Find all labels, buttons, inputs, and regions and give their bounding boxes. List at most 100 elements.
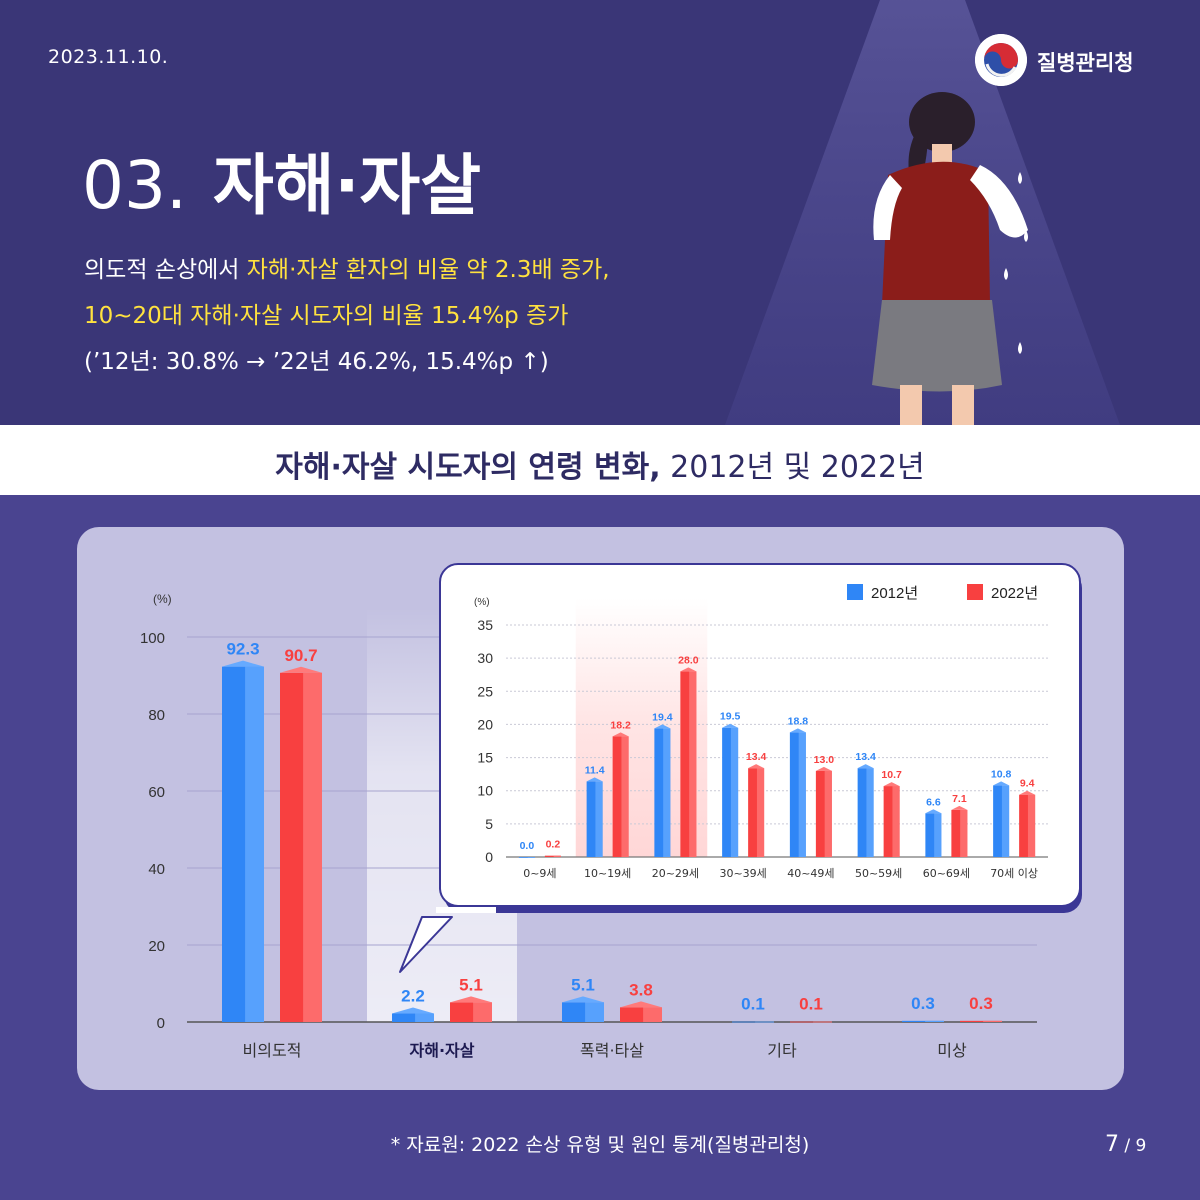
inset-y-tick-label: 0 — [485, 849, 493, 865]
main-data-label: 0.3 — [911, 994, 935, 1013]
main-data-label: 92.3 — [226, 640, 259, 659]
inset-y-tick-label: 20 — [477, 716, 493, 732]
summary-line-1-plain: 의도적 손상에서 — [84, 257, 247, 283]
main-data-label: 5.1 — [571, 975, 595, 994]
main-y-tick-label: 60 — [148, 784, 165, 801]
inset-bar-cap — [722, 723, 739, 728]
inset-y-tick-label: 10 — [477, 783, 493, 799]
main-bar-shade — [585, 1002, 604, 1022]
inset-data-label: 11.4 — [585, 764, 605, 776]
main-bar-shade — [983, 1020, 1002, 1022]
age-group-bar-chart: 0 5 10 15 20 25 30 35 (%) 2012년 2022년 0.0 0.2 0~9세 11.… — [436, 563, 1082, 913]
inset-bar — [586, 777, 603, 857]
inset-bar-cap — [612, 732, 629, 737]
inset-bar-shade — [892, 786, 900, 857]
inset-bar-cap — [883, 782, 900, 787]
main-bar-shade — [925, 1020, 944, 1022]
inset-data-label: 13.0 — [814, 754, 835, 766]
inset-data-label: 9.4 — [1020, 778, 1035, 790]
inset-bar-cap — [586, 777, 603, 782]
inset-bar-shade — [934, 813, 942, 857]
agency-name: 질병관리청 — [1037, 51, 1134, 75]
main-y-tick-label: 40 — [148, 861, 165, 878]
main-bar — [562, 996, 604, 1022]
inset-data-label: 18.8 — [788, 715, 809, 727]
main-bar — [450, 996, 492, 1022]
inset-bar-cap — [857, 764, 874, 769]
inset-bar — [680, 667, 697, 857]
inset-bar-shade — [689, 671, 697, 857]
inset-bar-shade — [798, 732, 806, 857]
banner-title: 자해·자살 시도자의 연령 변화, 2012년 및 2022년 — [275, 442, 924, 486]
legend-label: 2022년 — [991, 585, 1038, 602]
main-data-label: 0.3 — [969, 994, 993, 1013]
inset-bar — [883, 782, 900, 857]
main-x-tick-label: 기타 — [767, 1041, 797, 1060]
main-x-tick-label: 폭력·타살 — [580, 1041, 644, 1060]
inset-x-tick-label: 50~59세 — [855, 867, 902, 880]
taegeuk-icon — [975, 34, 1027, 86]
inset-bar-shade — [866, 768, 874, 857]
inset-bar-shade — [1027, 794, 1036, 857]
main-bar-cap — [392, 1007, 434, 1014]
source-note: * 자료원: 2022 손상 유형 및 원인 통계(질병관리청) — [390, 1134, 810, 1156]
inset-bar-cap — [993, 781, 1010, 786]
main-bar-shade — [813, 1021, 832, 1023]
inset-y-tick-label: 15 — [477, 750, 493, 766]
inset-y-tick-label: 25 — [477, 683, 493, 699]
header-section: 2023.11.10. 질병관리청 03. 자해·자살 의도적 손상에서 자해·자… — [0, 0, 1200, 425]
inset-data-label: 18.2 — [610, 719, 631, 731]
inset-data-label: 6.6 — [926, 796, 941, 808]
inset-x-tick-label: 70세 이상 — [990, 867, 1038, 880]
page-title: 03. 자해·자살 — [82, 132, 481, 228]
main-data-label: 0.1 — [741, 995, 765, 1014]
inset-bar-cap — [680, 667, 697, 672]
inset-bar — [925, 809, 942, 857]
inset-bar-shade — [553, 855, 561, 857]
inset-x-tick-label: 0~9세 — [523, 867, 556, 880]
main-bar-face — [392, 1013, 434, 1022]
main-bar-cap — [280, 666, 322, 673]
inset-bar-shade — [730, 727, 739, 857]
main-data-label: 5.1 — [459, 975, 483, 994]
inset-bar-shade — [1001, 785, 1010, 857]
title-text: 자해·자살 — [212, 147, 481, 224]
inset-data-label: 13.4 — [746, 751, 767, 763]
main-bar — [790, 1021, 832, 1023]
page-current: 7 — [1105, 1132, 1119, 1157]
banner-title-plain: 2012년 및 2022년 — [660, 450, 925, 485]
inset-bar-shade — [621, 736, 629, 857]
inset-bar-cap — [1019, 790, 1036, 795]
main-bar — [620, 1001, 662, 1022]
crying-student-illustration — [872, 92, 1028, 425]
summary-line-1-highlight: 자해·자살 환자의 비율 약 2.3배 증가, — [246, 257, 610, 283]
main-bar-shade — [245, 666, 264, 1022]
legend-swatch — [847, 584, 863, 600]
inset-y-tick-label: 35 — [477, 617, 493, 633]
summary-line-2: 10~20대 자해·자살 시도자의 비율 15.4%p 증가 — [84, 303, 569, 329]
main-bar-shade — [415, 1013, 434, 1022]
date-label: 2023.11.10. — [48, 46, 169, 68]
main-data-label: 3.8 — [629, 980, 653, 999]
inset-bar — [993, 781, 1010, 857]
main-y-tick-label: 20 — [148, 938, 165, 955]
main-data-label: 0.1 — [799, 995, 823, 1014]
main-bar-face — [790, 1021, 832, 1023]
inset-bar-shade — [527, 857, 535, 858]
main-bar-face — [960, 1020, 1002, 1022]
inset-bar-cap — [951, 805, 968, 810]
main-bar-shade — [643, 1007, 662, 1022]
inset-bar-cap — [748, 764, 765, 769]
legend-label: 2012년 — [871, 585, 918, 602]
main-bar-cap — [222, 660, 264, 667]
inset-bar — [951, 805, 968, 857]
inset-data-label: 10.7 — [881, 769, 902, 781]
inset-bar — [789, 728, 806, 857]
main-x-tick-label: 비의도적 — [243, 1041, 302, 1060]
inset-data-label: 10.8 — [991, 768, 1012, 780]
inset-bar — [612, 732, 629, 857]
summary-line-3: (’12년: 30.8% → ’22년 46.2%, 15.4%p ↑) — [84, 349, 549, 375]
main-x-tick-label: 자해·자살 — [410, 1041, 475, 1060]
inset-bar-face — [544, 855, 561, 857]
main-bar — [280, 666, 322, 1022]
